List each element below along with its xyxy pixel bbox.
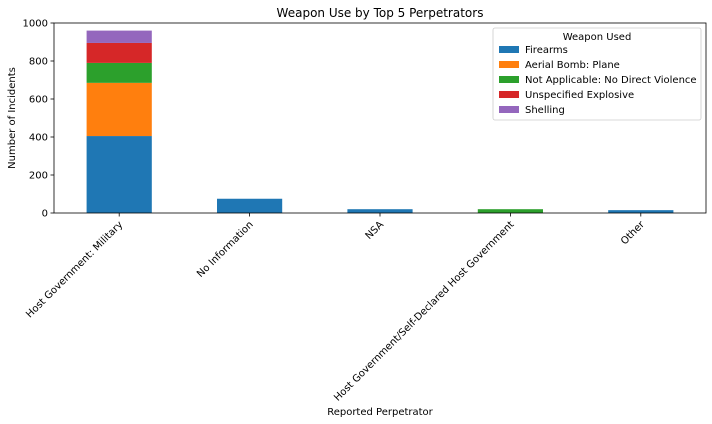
bar-segment xyxy=(86,82,152,137)
chart-title: Weapon Use by Top 5 Perpetrators xyxy=(277,6,484,20)
legend-entry-label: Unspecified Explosive xyxy=(525,90,634,101)
y-tick-label: 200 xyxy=(29,171,48,182)
x-axis: Host Government: Military No Information N… xyxy=(24,213,648,404)
y-tick-label: 0 xyxy=(42,209,48,220)
legend-frame xyxy=(492,27,702,121)
x-tick-label: Other xyxy=(619,219,647,247)
bar-segment xyxy=(86,42,152,63)
legend-swatch xyxy=(499,61,519,68)
bar-segment xyxy=(608,210,674,213)
legend-entry-label: Shelling xyxy=(525,105,565,116)
x-tick-label: Host Government: Military xyxy=(24,219,125,320)
legend-entry-label: Not Applicable: No Direct Violence xyxy=(525,75,697,86)
bar-segment xyxy=(86,62,152,83)
x-tick-label: No Information xyxy=(195,219,256,280)
y-tick-label: 600 xyxy=(29,95,48,106)
x-tick-label: NSA xyxy=(364,219,387,242)
x-tick-label: Host Government/Self-Declared Host Gover… xyxy=(332,219,516,403)
legend-swatch xyxy=(499,46,519,53)
bar-segment xyxy=(217,198,283,213)
bar-segment xyxy=(477,209,543,213)
bar-segment xyxy=(86,30,152,43)
legend-swatch xyxy=(499,91,519,98)
legend-swatch xyxy=(499,76,519,83)
legend-entry-label: Firearms xyxy=(525,45,568,56)
legend-title: Weapon Used xyxy=(563,32,632,43)
y-tick-label: 1000 xyxy=(23,19,48,30)
y-tick-label: 400 xyxy=(29,133,48,144)
y-axis-title: Number of Incidents xyxy=(7,67,18,169)
legend-swatch xyxy=(499,106,519,113)
bar-segment xyxy=(86,136,152,213)
bars-layer xyxy=(86,30,674,213)
legend: Weapon Used Firearms Aerial Bomb: Plane No… xyxy=(492,27,702,121)
bar-segment xyxy=(347,209,413,213)
y-tick-label: 800 xyxy=(29,57,48,68)
x-axis-title: Reported Perpetrator xyxy=(327,407,433,418)
legend-entry-label: Aerial Bomb: Plane xyxy=(525,60,620,71)
y-axis: 0 200 400 600 800 1000 xyxy=(23,19,54,220)
